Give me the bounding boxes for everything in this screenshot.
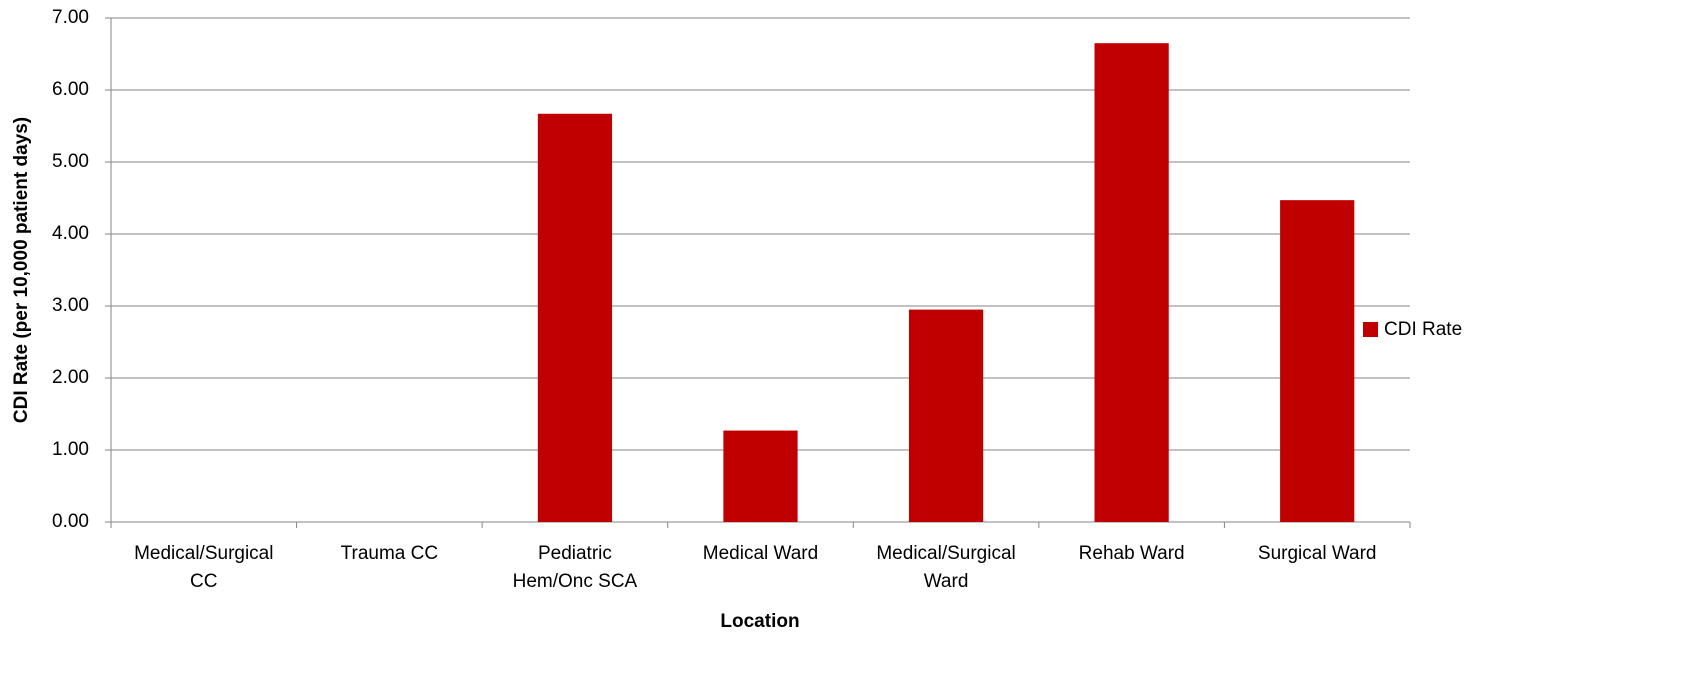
y-axis-title: CDI Rate (per 10,000 patient days): [11, 117, 32, 423]
x-tick-label: Medical/Surgical Ward: [876, 543, 1016, 592]
x-tick-label: Trauma CC: [340, 543, 439, 564]
bar: [723, 430, 798, 522]
legend-swatch: [1363, 322, 1378, 337]
bar: [537, 113, 613, 522]
x-tick-label: Rehab Ward: [1078, 543, 1185, 564]
x-axis-title: Location: [720, 611, 799, 632]
bar: [1280, 200, 1355, 522]
x-tick-label: Pediatric Hem/Onc SCA: [512, 543, 638, 592]
y-tick-label: 1.00: [52, 439, 89, 460]
y-tick-label: 5.00: [52, 151, 89, 172]
x-tick-label: Medical Ward: [702, 543, 819, 564]
y-tick-label: 0.00: [52, 511, 89, 532]
y-tick-label: 2.00: [52, 367, 89, 388]
bar: [1094, 43, 1169, 522]
y-tick-label: 3.00: [52, 295, 89, 316]
x-tick-label: Medical/Surgical CC: [134, 543, 274, 592]
y-tick-label: 4.00: [52, 223, 89, 244]
legend-label: CDI Rate: [1384, 319, 1462, 340]
y-tick-label: 6.00: [52, 79, 89, 100]
x-tick-label: Surgical Ward: [1257, 543, 1377, 564]
y-tick-label: 7.00: [52, 7, 89, 28]
bar: [908, 309, 984, 522]
